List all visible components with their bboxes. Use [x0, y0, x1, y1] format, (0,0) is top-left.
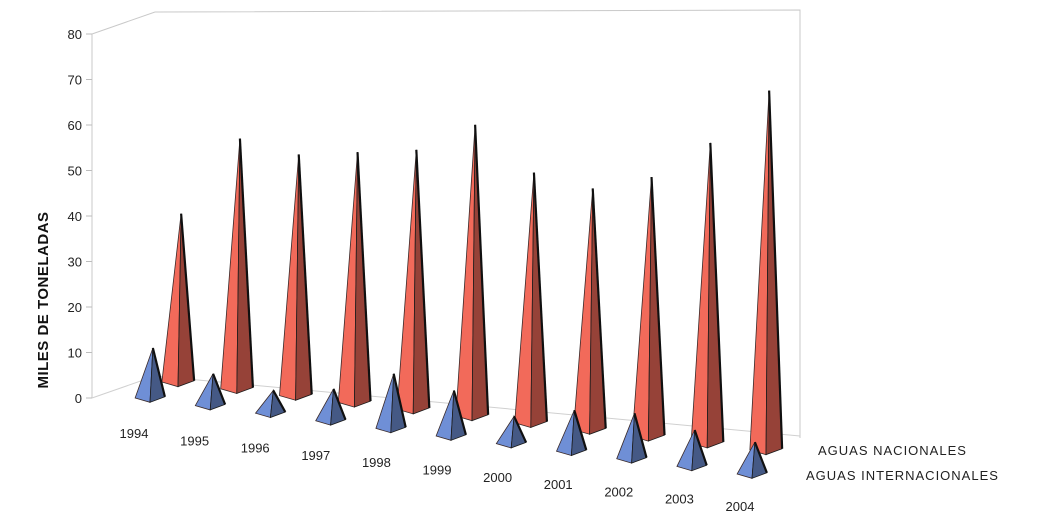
x-tick-label: 1999 — [423, 463, 452, 478]
x-tick-label: 1997 — [301, 448, 330, 463]
y-tick-label: 80 — [68, 27, 82, 42]
pyramid-aguas-internacionales-2004 — [736, 441, 768, 479]
pyramid-aguas-nacionales-2003 — [690, 142, 725, 449]
x-tick-label: 1994 — [120, 426, 149, 441]
y-tick-label: 20 — [68, 300, 82, 315]
x-tick-label: 2004 — [726, 499, 755, 514]
pyramid-aguas-internacionales-1998 — [375, 373, 407, 434]
pyramid-aguas-nacionales-1996 — [279, 154, 313, 401]
y-tick-label: 60 — [68, 118, 82, 133]
x-tick-label: 2001 — [544, 477, 573, 492]
pyramid-aguas-internacionales-2003 — [676, 429, 708, 472]
x-tick-label: 2000 — [483, 470, 512, 485]
x-tick-label: 1995 — [180, 433, 209, 448]
x-tick-label: 1996 — [241, 441, 270, 456]
pyramid-aguas-internacionales-1996 — [254, 389, 287, 419]
pyramid-aguas-internacionales-1995 — [194, 373, 227, 411]
pyramid-aguas-internacionales-1997 — [315, 388, 347, 426]
pyramid-aguas-internacionales-2001 — [555, 409, 588, 457]
pyramid-aguas-internacionales-2002 — [616, 413, 648, 464]
x-tick-label: 1998 — [362, 455, 391, 470]
y-tick-label: 10 — [68, 346, 82, 361]
y-tick-label: 70 — [68, 73, 82, 88]
pyramid-aguas-nacionales-1995 — [220, 138, 255, 395]
pyramid-aguas-nacionales-1994 — [161, 213, 196, 388]
y-axis-label: MILES DE TONELADAS — [35, 211, 52, 388]
x-tick-label: 2002 — [604, 484, 633, 499]
pyramid-aguas-internacionales-2000 — [495, 414, 528, 449]
pyramid-aguas-nacionales-1998 — [396, 149, 431, 415]
pyramid-aguas-nacionales-2004 — [749, 90, 784, 456]
pyramid-marks — [134, 90, 784, 479]
y-tick-label: 30 — [68, 255, 82, 270]
pyramid-aguas-nacionales-1999 — [455, 124, 490, 422]
x-axis-ticks: 1994 1995 1996 1997 1998 1999 2000 2001 2002 2003… — [120, 426, 755, 514]
pyramid-aguas-nacionales-2000 — [514, 172, 549, 429]
y-axis-ticks: 0 10 20 30 40 50 60 70 80 — [68, 27, 92, 406]
x-tick-label: 2003 — [665, 492, 694, 507]
y-tick-label: 40 — [68, 209, 82, 224]
chart-walls — [91, 9, 801, 438]
pyramid-aguas-nacionales-1997 — [337, 152, 372, 408]
pyramid-aguas-internacionales-1999 — [435, 390, 467, 441]
pyramid-aguas-nacionales-2002 — [631, 176, 666, 442]
pyramid-aguas-nacionales-2001 — [573, 188, 607, 435]
y-tick-label: 50 — [68, 164, 82, 179]
series-label-aguas-nacionales: AGUAS NACIONALES — [818, 443, 967, 458]
y-tick-label: 0 — [75, 391, 82, 406]
pyramid-aguas-internacionales-1994 — [134, 347, 166, 403]
series-label-aguas-internacionales: AGUAS INTERNACIONALES — [806, 468, 999, 483]
